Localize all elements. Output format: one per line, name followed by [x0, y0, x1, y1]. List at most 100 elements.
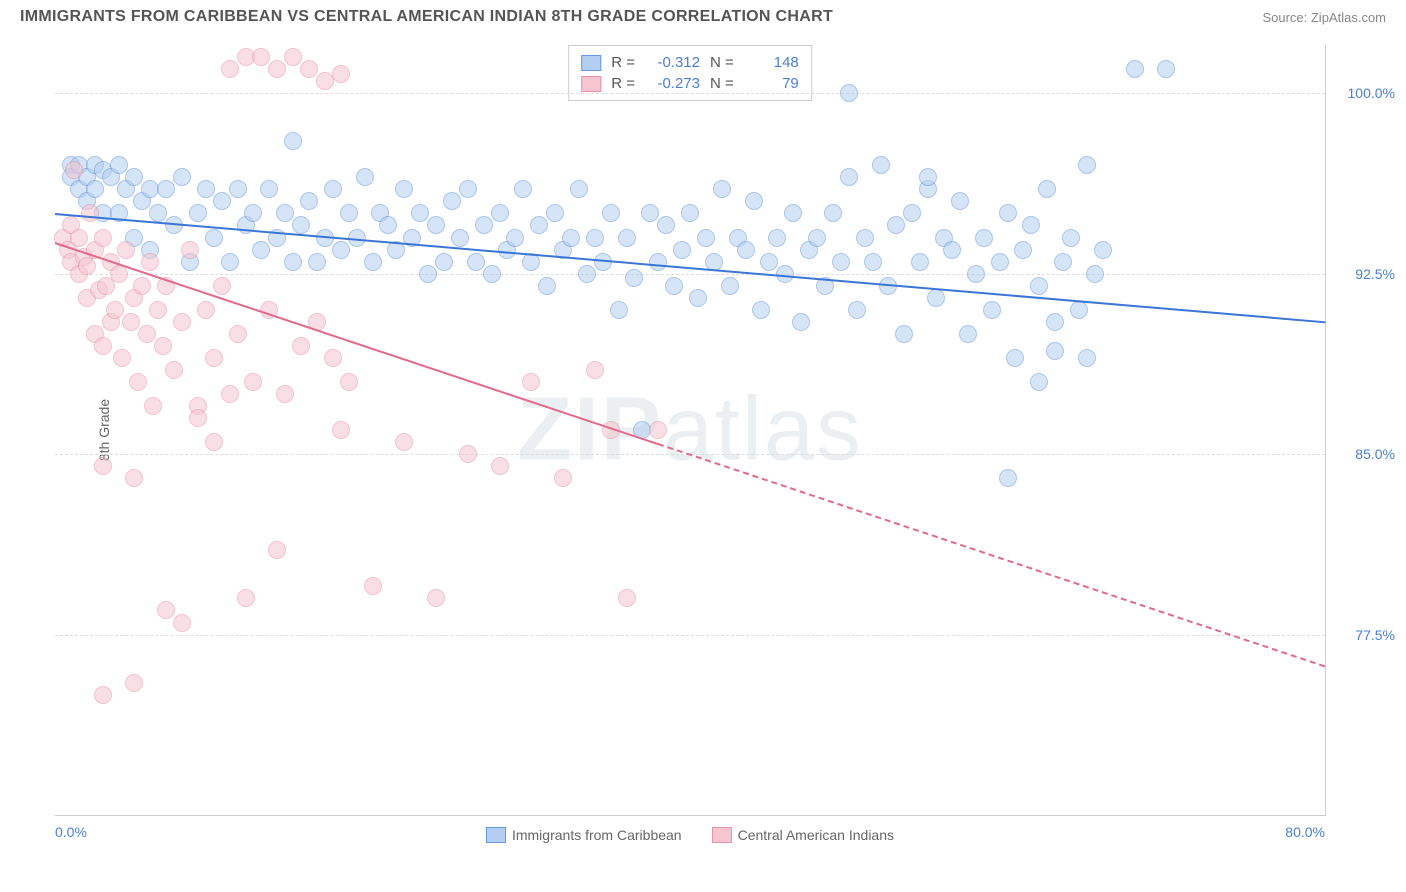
scatter-point: [81, 204, 99, 222]
scatter-point: [94, 686, 112, 704]
scatter-point: [1038, 180, 1056, 198]
scatter-point: [856, 229, 874, 247]
scatter-point: [967, 265, 985, 283]
scatter-point: [1094, 241, 1112, 259]
scatter-point: [165, 361, 183, 379]
scatter-point: [205, 433, 223, 451]
y-tick-label: 100.0%: [1348, 85, 1395, 101]
scatter-point: [713, 180, 731, 198]
scatter-point: [475, 216, 493, 234]
bottom-legend: Immigrants from Caribbean Central Americ…: [55, 827, 1325, 843]
scatter-point: [1062, 229, 1080, 247]
scatter-point: [737, 241, 755, 259]
scatter-point: [618, 229, 636, 247]
y-axis-label: 8th Grade: [96, 399, 112, 461]
scatter-point: [284, 48, 302, 66]
scatter-point: [395, 180, 413, 198]
scatter-point: [895, 325, 913, 343]
scatter-point: [340, 373, 358, 391]
scatter-point: [221, 385, 239, 403]
scatter-point: [1126, 60, 1144, 78]
scatter-point: [649, 421, 667, 439]
scatter-point: [1078, 156, 1096, 174]
scatter-point: [364, 253, 382, 271]
scatter-point: [673, 241, 691, 259]
swatch-icon: [486, 827, 506, 843]
scatter-point: [133, 277, 151, 295]
scatter-point: [173, 168, 191, 186]
scatter-point: [1046, 342, 1064, 360]
scatter-point: [1078, 349, 1096, 367]
scatter-point: [697, 229, 715, 247]
scatter-point: [308, 253, 326, 271]
scatter-point: [602, 204, 620, 222]
scatter-point: [356, 168, 374, 186]
scatter-point: [94, 229, 112, 247]
scatter-point: [491, 457, 509, 475]
stats-row: R = -0.273 N = 79: [581, 73, 799, 94]
scatter-point: [625, 269, 643, 287]
legend-item: Central American Indians: [712, 827, 894, 843]
scatter-point: [268, 541, 286, 559]
scatter-point: [94, 457, 112, 475]
scatter-point: [435, 253, 453, 271]
scatter-point: [125, 168, 143, 186]
scatter-point: [268, 60, 286, 78]
scatter-point: [546, 204, 564, 222]
x-tick-label: 80.0%: [1285, 824, 1325, 840]
scatter-point: [125, 674, 143, 692]
scatter-point: [173, 313, 191, 331]
watermark: ZIPatlas: [517, 379, 863, 482]
gridline: [55, 635, 1325, 636]
scatter-point: [332, 65, 350, 83]
scatter-point: [983, 301, 1001, 319]
scatter-point: [919, 168, 937, 186]
scatter-point: [284, 132, 302, 150]
scatter-point: [999, 204, 1017, 222]
scatter-point: [808, 229, 826, 247]
scatter-point: [991, 253, 1009, 271]
scatter-point: [106, 301, 124, 319]
scatter-point: [776, 265, 794, 283]
scatter-point: [1086, 265, 1104, 283]
scatter-point: [65, 161, 83, 179]
scatter-point: [911, 253, 929, 271]
scatter-point: [824, 204, 842, 222]
scatter-point: [848, 301, 866, 319]
scatter-point: [903, 204, 921, 222]
scatter-point: [364, 577, 382, 595]
scatter-point: [129, 373, 147, 391]
scatter-point: [205, 349, 223, 367]
scatter-point: [514, 180, 532, 198]
x-tick-label: 0.0%: [55, 824, 87, 840]
scatter-point: [467, 253, 485, 271]
scatter-point: [144, 397, 162, 415]
scatter-point: [189, 204, 207, 222]
scatter-point: [451, 229, 469, 247]
stats-row: R = -0.312 N = 148: [581, 52, 799, 73]
scatter-point: [491, 204, 509, 222]
scatter-point: [570, 180, 588, 198]
y-tick-label: 77.5%: [1355, 627, 1395, 643]
scatter-point: [260, 180, 278, 198]
scatter-point: [141, 253, 159, 271]
scatter-point: [745, 192, 763, 210]
scatter-point: [300, 192, 318, 210]
scatter-point: [578, 265, 596, 283]
scatter-point: [324, 349, 342, 367]
legend-item: Immigrants from Caribbean: [486, 827, 682, 843]
scatter-point: [1046, 313, 1064, 331]
scatter-point: [483, 265, 501, 283]
scatter-point: [221, 60, 239, 78]
scatter-point: [840, 84, 858, 102]
scatter-point: [1014, 241, 1032, 259]
scatter-point: [427, 216, 445, 234]
scatter-point: [229, 180, 247, 198]
scatter-point: [395, 433, 413, 451]
scatter-point: [610, 301, 628, 319]
scatter-point: [530, 216, 548, 234]
chart-plot-area: 8th Grade ZIPatlas R = -0.312 N = 148 R …: [55, 45, 1326, 816]
scatter-point: [689, 289, 707, 307]
gridline: [55, 93, 1325, 94]
scatter-point: [205, 229, 223, 247]
